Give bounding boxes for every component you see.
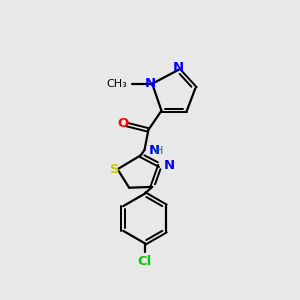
Text: N: N: [145, 77, 156, 90]
Text: H: H: [155, 146, 164, 156]
Text: N: N: [148, 144, 160, 157]
Text: S: S: [110, 163, 119, 176]
Text: N: N: [164, 159, 175, 172]
Text: N: N: [173, 61, 184, 74]
Text: O: O: [117, 117, 129, 130]
Text: CH₃: CH₃: [106, 79, 127, 89]
Text: Cl: Cl: [137, 256, 152, 268]
